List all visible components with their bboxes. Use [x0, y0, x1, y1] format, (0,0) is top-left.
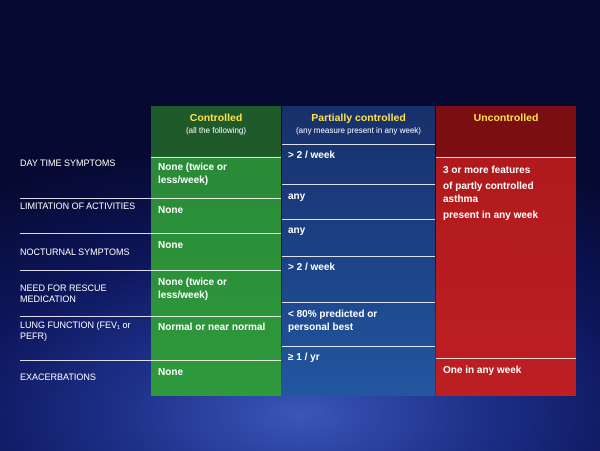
divider [151, 157, 281, 158]
partial-header-title: Partially controlled [311, 112, 406, 124]
row-label-nocturnal-symptoms: NOCTURNAL SYMPTOMS [20, 247, 130, 257]
row-label-daytime-symptoms: DAY TIME SYMPTOMS [20, 158, 116, 168]
divider [436, 157, 576, 158]
divider [282, 302, 435, 303]
divider [282, 144, 435, 145]
controlled-rescue-cell: None (twice or less/week) [158, 277, 227, 301]
divider [20, 233, 281, 234]
partial-nocturnal-cell: any [288, 225, 306, 236]
row-label-lung-function: LUNG FUNCTION (FEV₁ or PEFR) [20, 320, 131, 341]
divider [436, 358, 576, 359]
partial-rescue-cell: > 2 / week [288, 262, 335, 273]
partial-daytime-cell: > 2 / week [288, 150, 335, 161]
divider [20, 316, 281, 317]
divider [20, 360, 281, 361]
divider [20, 270, 281, 271]
controlled-header-subtitle: (all the following) [185, 126, 247, 135]
partial-exacerbations-cell: ≥ 1 / yr [288, 352, 320, 363]
partially-controlled-column [282, 106, 435, 396]
uncontrolled-header-title: Uncontrolled [473, 112, 539, 124]
divider [282, 184, 435, 185]
controlled-exacerbations-cell: None [158, 367, 183, 378]
divider [282, 256, 435, 257]
partial-activities-cell: any [288, 191, 306, 202]
divider [282, 346, 435, 347]
uncontrolled-features-line2: of partly controlled asthma [443, 181, 534, 205]
uncontrolled-column [436, 106, 576, 396]
divider [282, 219, 435, 220]
controlled-column [151, 106, 281, 396]
row-label-rescue-medication: NEED FOR RESCUE MEDICATION [20, 283, 107, 304]
controlled-header-title: Controlled [189, 112, 243, 124]
uncontrolled-exacerbations-cell: One in any week [443, 365, 522, 376]
divider [20, 198, 281, 199]
uncontrolled-features-line3: present in any week [443, 210, 539, 221]
controlled-lung-function-cell: Normal or near normal [158, 322, 266, 333]
uncontrolled-features-line1: 3 or more features [443, 165, 531, 176]
partial-header-subtitle: (any measure present in any week) [296, 126, 421, 135]
partial-lung-function-cell: < 80% predicted or personal best [288, 309, 378, 333]
row-label-limitation-of-activities: LIMITATION OF ACTIVITIES [20, 201, 136, 211]
controlled-activities-cell: None [158, 205, 183, 216]
controlled-daytime-cell: None (twice or less/week) [158, 162, 227, 186]
row-label-exacerbations: EXACERBATIONS [20, 372, 96, 382]
controlled-nocturnal-cell: None [158, 240, 183, 251]
